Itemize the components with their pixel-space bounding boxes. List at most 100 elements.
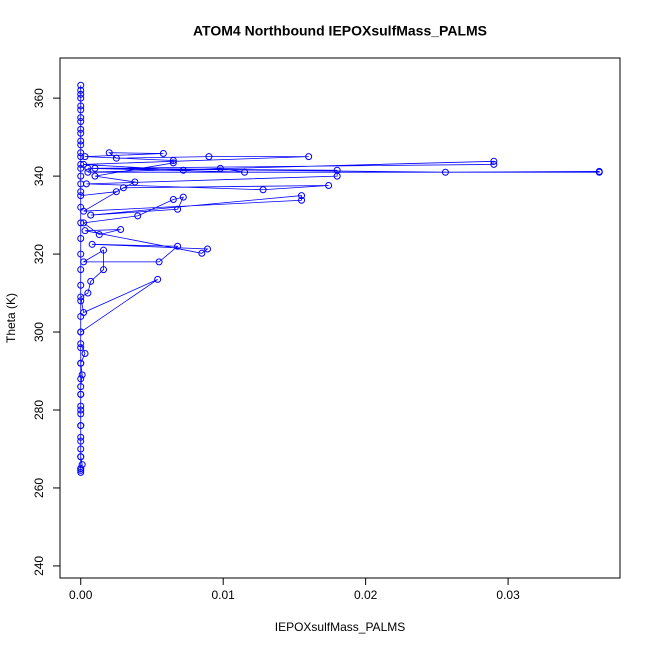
data-point [77, 153, 85, 161]
data-point [77, 383, 85, 391]
data-point [82, 180, 90, 188]
data-point [77, 464, 85, 472]
data-point [100, 246, 108, 254]
data-point [305, 153, 313, 161]
data-point [131, 178, 139, 186]
data-point [81, 227, 89, 235]
data-point [77, 102, 85, 110]
data-point [77, 164, 85, 172]
data-point [77, 172, 85, 180]
data-point [117, 226, 125, 234]
data-point [241, 168, 249, 176]
data-point [119, 184, 127, 192]
data-point [179, 193, 187, 201]
data-point [84, 289, 92, 297]
data-point [77, 106, 85, 114]
data-point [77, 219, 85, 227]
y-tick-label: 240 [32, 556, 46, 576]
data-point [298, 192, 306, 200]
data-point [216, 164, 224, 172]
data-point [174, 205, 182, 213]
data-point [490, 157, 498, 165]
data-point [100, 266, 108, 274]
data-point [77, 160, 85, 168]
data-point [77, 402, 85, 410]
data-point [77, 453, 85, 461]
data-point [490, 160, 498, 168]
data-point [169, 195, 177, 203]
data-point [77, 125, 85, 133]
chart-title: ATOM4 Northbound IEPOXsulfMass_PALMS [193, 23, 487, 39]
data-point [77, 281, 85, 289]
data-point [77, 250, 85, 258]
data-point [112, 154, 120, 162]
data-point [198, 249, 206, 257]
data-point [77, 344, 85, 352]
data-point [78, 371, 86, 379]
data-point [325, 181, 333, 189]
x-tick-label: 0.03 [496, 588, 520, 602]
data-point [77, 410, 85, 418]
data-point [179, 166, 187, 174]
data-point [298, 196, 306, 204]
data-point [77, 466, 85, 474]
data-point [77, 86, 85, 94]
data-point [154, 275, 162, 283]
data-point [77, 188, 85, 196]
data-point [77, 149, 85, 157]
data-point [77, 375, 85, 383]
data-point [77, 293, 85, 301]
data-point [77, 114, 85, 122]
data-point [88, 240, 96, 248]
data-point [87, 277, 95, 285]
data-point [77, 203, 85, 211]
data-point [77, 118, 85, 126]
data-point [77, 266, 85, 274]
y-axis-label: Theta (K) [4, 293, 18, 343]
y-tick-label: 280 [32, 400, 46, 420]
data-point [204, 245, 212, 253]
data-point [259, 186, 267, 194]
data-point [169, 159, 177, 167]
data-point [112, 188, 120, 196]
data-point [87, 211, 95, 219]
data-point [77, 340, 85, 348]
data-point [77, 141, 85, 149]
data-point [155, 258, 163, 266]
data-point [84, 164, 92, 172]
data-point [77, 445, 85, 453]
data-point [77, 437, 85, 445]
data-point [80, 258, 88, 266]
data-point [174, 242, 182, 250]
y-tick-label: 320 [32, 244, 46, 264]
x-tick-label: 0.01 [212, 588, 236, 602]
data-point [169, 157, 177, 165]
data-point [77, 94, 85, 102]
x-axis-label: IEPOXsulfMass_PALMS [275, 620, 406, 634]
data-point [81, 153, 89, 161]
data-point [205, 153, 213, 161]
data-point [105, 149, 113, 157]
data-point [77, 359, 85, 367]
data-point [91, 164, 99, 172]
y-tick-label: 300 [32, 322, 46, 342]
data-point [333, 166, 341, 174]
data-point [77, 422, 85, 430]
y-tick-label: 360 [32, 88, 46, 108]
data-point [77, 90, 85, 98]
data-point [77, 390, 85, 398]
data-point [81, 349, 89, 357]
data-point [77, 468, 85, 476]
data-point [77, 433, 85, 441]
data-point [84, 168, 92, 176]
data-point [77, 312, 85, 320]
data-point [159, 150, 167, 158]
data-point [77, 137, 85, 145]
data-point [77, 406, 85, 414]
data-point [595, 167, 603, 175]
data-point [91, 172, 99, 180]
x-tick-label: 0.00 [69, 588, 93, 602]
data-point [95, 231, 103, 239]
